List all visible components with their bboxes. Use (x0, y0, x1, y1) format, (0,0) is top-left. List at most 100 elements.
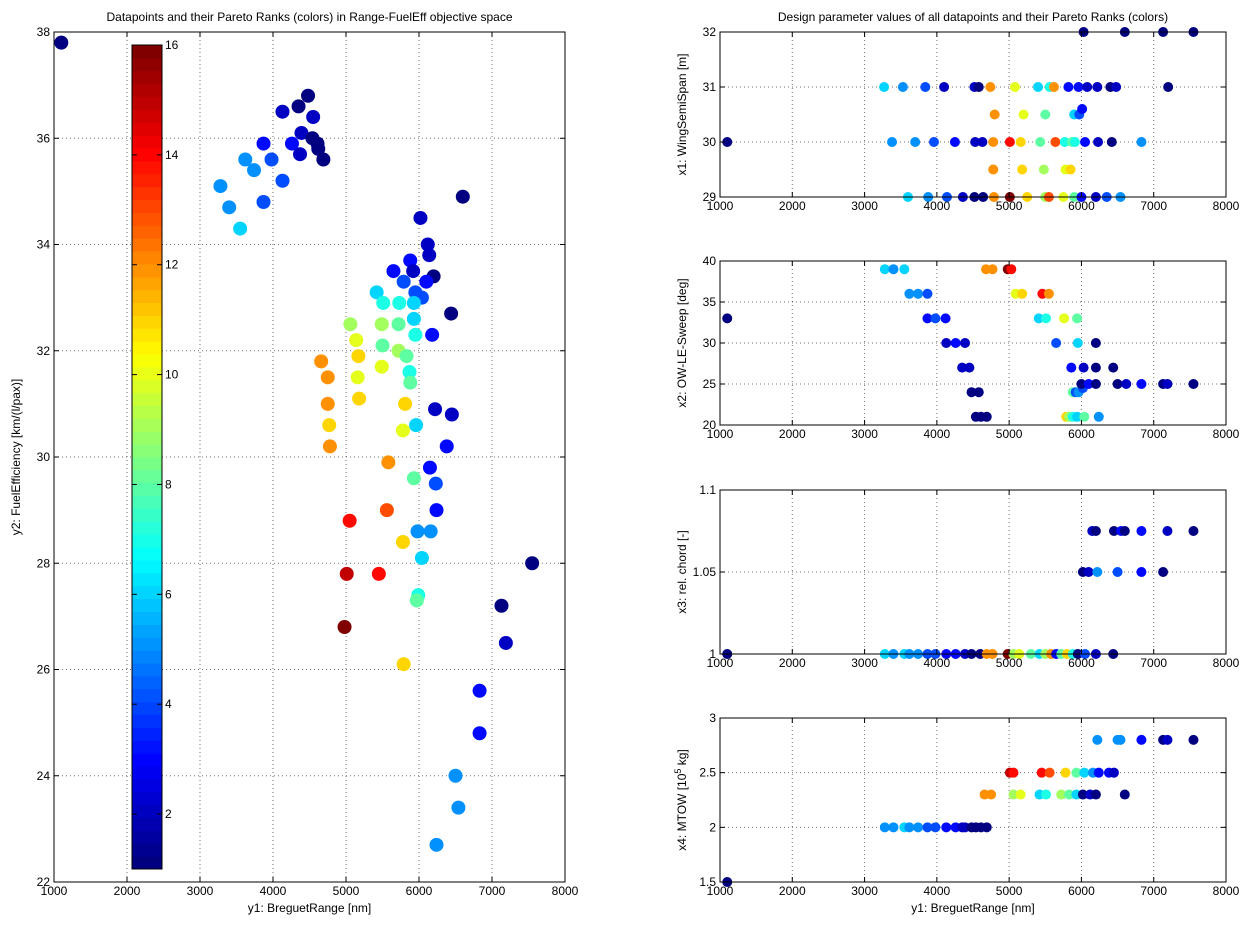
colorbar-segment (132, 405, 162, 419)
colorbar-segment (132, 392, 162, 406)
tick-label-x: 3000 (851, 656, 878, 670)
colorbar-segment (132, 160, 162, 175)
colorbar-segment (132, 714, 162, 728)
colorbar-segment (132, 186, 162, 200)
data-point (320, 370, 335, 385)
data-point (1033, 82, 1044, 92)
data-point (294, 125, 309, 140)
data-point (964, 362, 975, 373)
tick-label-x: 6000 (1068, 199, 1095, 213)
data-point (941, 822, 952, 833)
data-point (391, 317, 406, 332)
data-point (1033, 313, 1044, 324)
tick-label-y: 31 (703, 80, 717, 94)
data-point (1080, 137, 1091, 147)
data-point (256, 195, 271, 209)
tick-label-x: 8000 (552, 884, 579, 898)
data-point (1077, 104, 1088, 114)
colorbar-segment (132, 856, 162, 870)
colorbar-segment (132, 83, 162, 97)
data-point (322, 439, 337, 454)
data-point (311, 141, 326, 156)
data-point (403, 253, 418, 268)
data-point (888, 264, 899, 275)
data-point (1108, 362, 1119, 373)
data-point (316, 152, 331, 167)
data-point (439, 439, 454, 454)
data-point (1112, 567, 1123, 577)
data-point (970, 137, 981, 147)
data-point (420, 237, 435, 252)
tick-label-x: 2000 (779, 884, 806, 898)
tick-label-x: 7000 (479, 884, 506, 898)
subplot-2: 1000 2000 3000 4000 5000 6000 7000 8000 29 30 31 32… (675, 10, 1240, 213)
data-point (1119, 526, 1130, 536)
data-point (428, 402, 443, 417)
colorbar-segment (132, 57, 162, 72)
data-point (472, 683, 487, 698)
colorbar-tick-label: 14 (165, 148, 179, 162)
tick-label-x: 1000 (707, 427, 734, 441)
data-point (930, 313, 941, 324)
colorbar-segment (132, 547, 162, 561)
colorbar-segment (132, 302, 162, 316)
colorbar-segment (132, 238, 162, 252)
data-point (444, 407, 459, 422)
data-point (985, 82, 996, 92)
data-point (1059, 313, 1070, 324)
colorbar-segment (132, 727, 162, 741)
data-point (444, 306, 459, 321)
tick-label-x: 6000 (1068, 427, 1095, 441)
tick-label-y: 2.5 (699, 766, 716, 780)
data-point (425, 327, 440, 342)
colorbar-segment (132, 817, 162, 831)
data-point (1090, 526, 1101, 536)
tick-label-y: 30 (703, 336, 717, 350)
tick-label-x: 5000 (996, 427, 1023, 441)
data-point (988, 164, 999, 175)
data-point (1009, 82, 1020, 92)
data-point (396, 274, 411, 289)
data-point (1077, 789, 1088, 800)
colorbar-segment (132, 598, 162, 612)
data-point (291, 99, 306, 114)
y-axis-label: x4: MTOW [105 kg] (673, 749, 689, 851)
tick-label-x: 5000 (996, 884, 1023, 898)
data-point (1044, 767, 1055, 778)
data-point (1036, 767, 1047, 778)
data-point (1082, 82, 1093, 92)
data-point (1076, 379, 1087, 389)
colorbar-segment (132, 263, 162, 278)
data-point (386, 264, 401, 279)
colorbar-tick-label: 12 (165, 258, 179, 272)
colorbar-segment (132, 70, 162, 85)
data-point (293, 147, 308, 162)
tick-label-x: 4000 (924, 884, 951, 898)
data-point (1158, 567, 1169, 577)
colorbar-segment (132, 225, 162, 239)
data-point (284, 136, 299, 151)
data-point (1136, 379, 1147, 389)
data-point (1162, 379, 1173, 389)
colorbar-tick-label: 16 (165, 38, 179, 52)
data-point (986, 789, 997, 800)
data-point (1065, 164, 1076, 175)
colorbar: 2 4 6 8 10 12 14 16 (131, 38, 179, 870)
data-point (1008, 789, 1019, 800)
colorbar-segment (132, 688, 162, 703)
data-point (213, 179, 228, 194)
data-point (973, 387, 984, 398)
data-point (371, 566, 386, 581)
data-point (494, 598, 509, 613)
data-point (897, 82, 908, 92)
tick-label-y: 25 (703, 377, 717, 391)
tick-label-x: 7000 (1140, 884, 1167, 898)
data-point (395, 535, 410, 549)
data-point (369, 285, 384, 300)
data-point (920, 82, 931, 92)
colorbar-segment (132, 366, 162, 381)
data-point (409, 593, 424, 608)
data-point (1119, 789, 1130, 800)
data-point (928, 137, 939, 147)
data-point (1136, 734, 1147, 745)
